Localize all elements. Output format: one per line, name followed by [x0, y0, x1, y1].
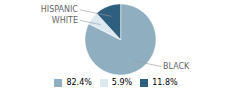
html-text:5.9%: 5.9%	[111, 78, 133, 87]
html-text:11.8%: 11.8%	[152, 78, 178, 87]
svg-text:HISPANIC: HISPANIC	[41, 5, 79, 14]
svg-text:BLACK: BLACK	[163, 62, 190, 71]
html-text:82.4%: 82.4%	[66, 78, 92, 87]
svg-text:WHITE: WHITE	[52, 16, 78, 25]
